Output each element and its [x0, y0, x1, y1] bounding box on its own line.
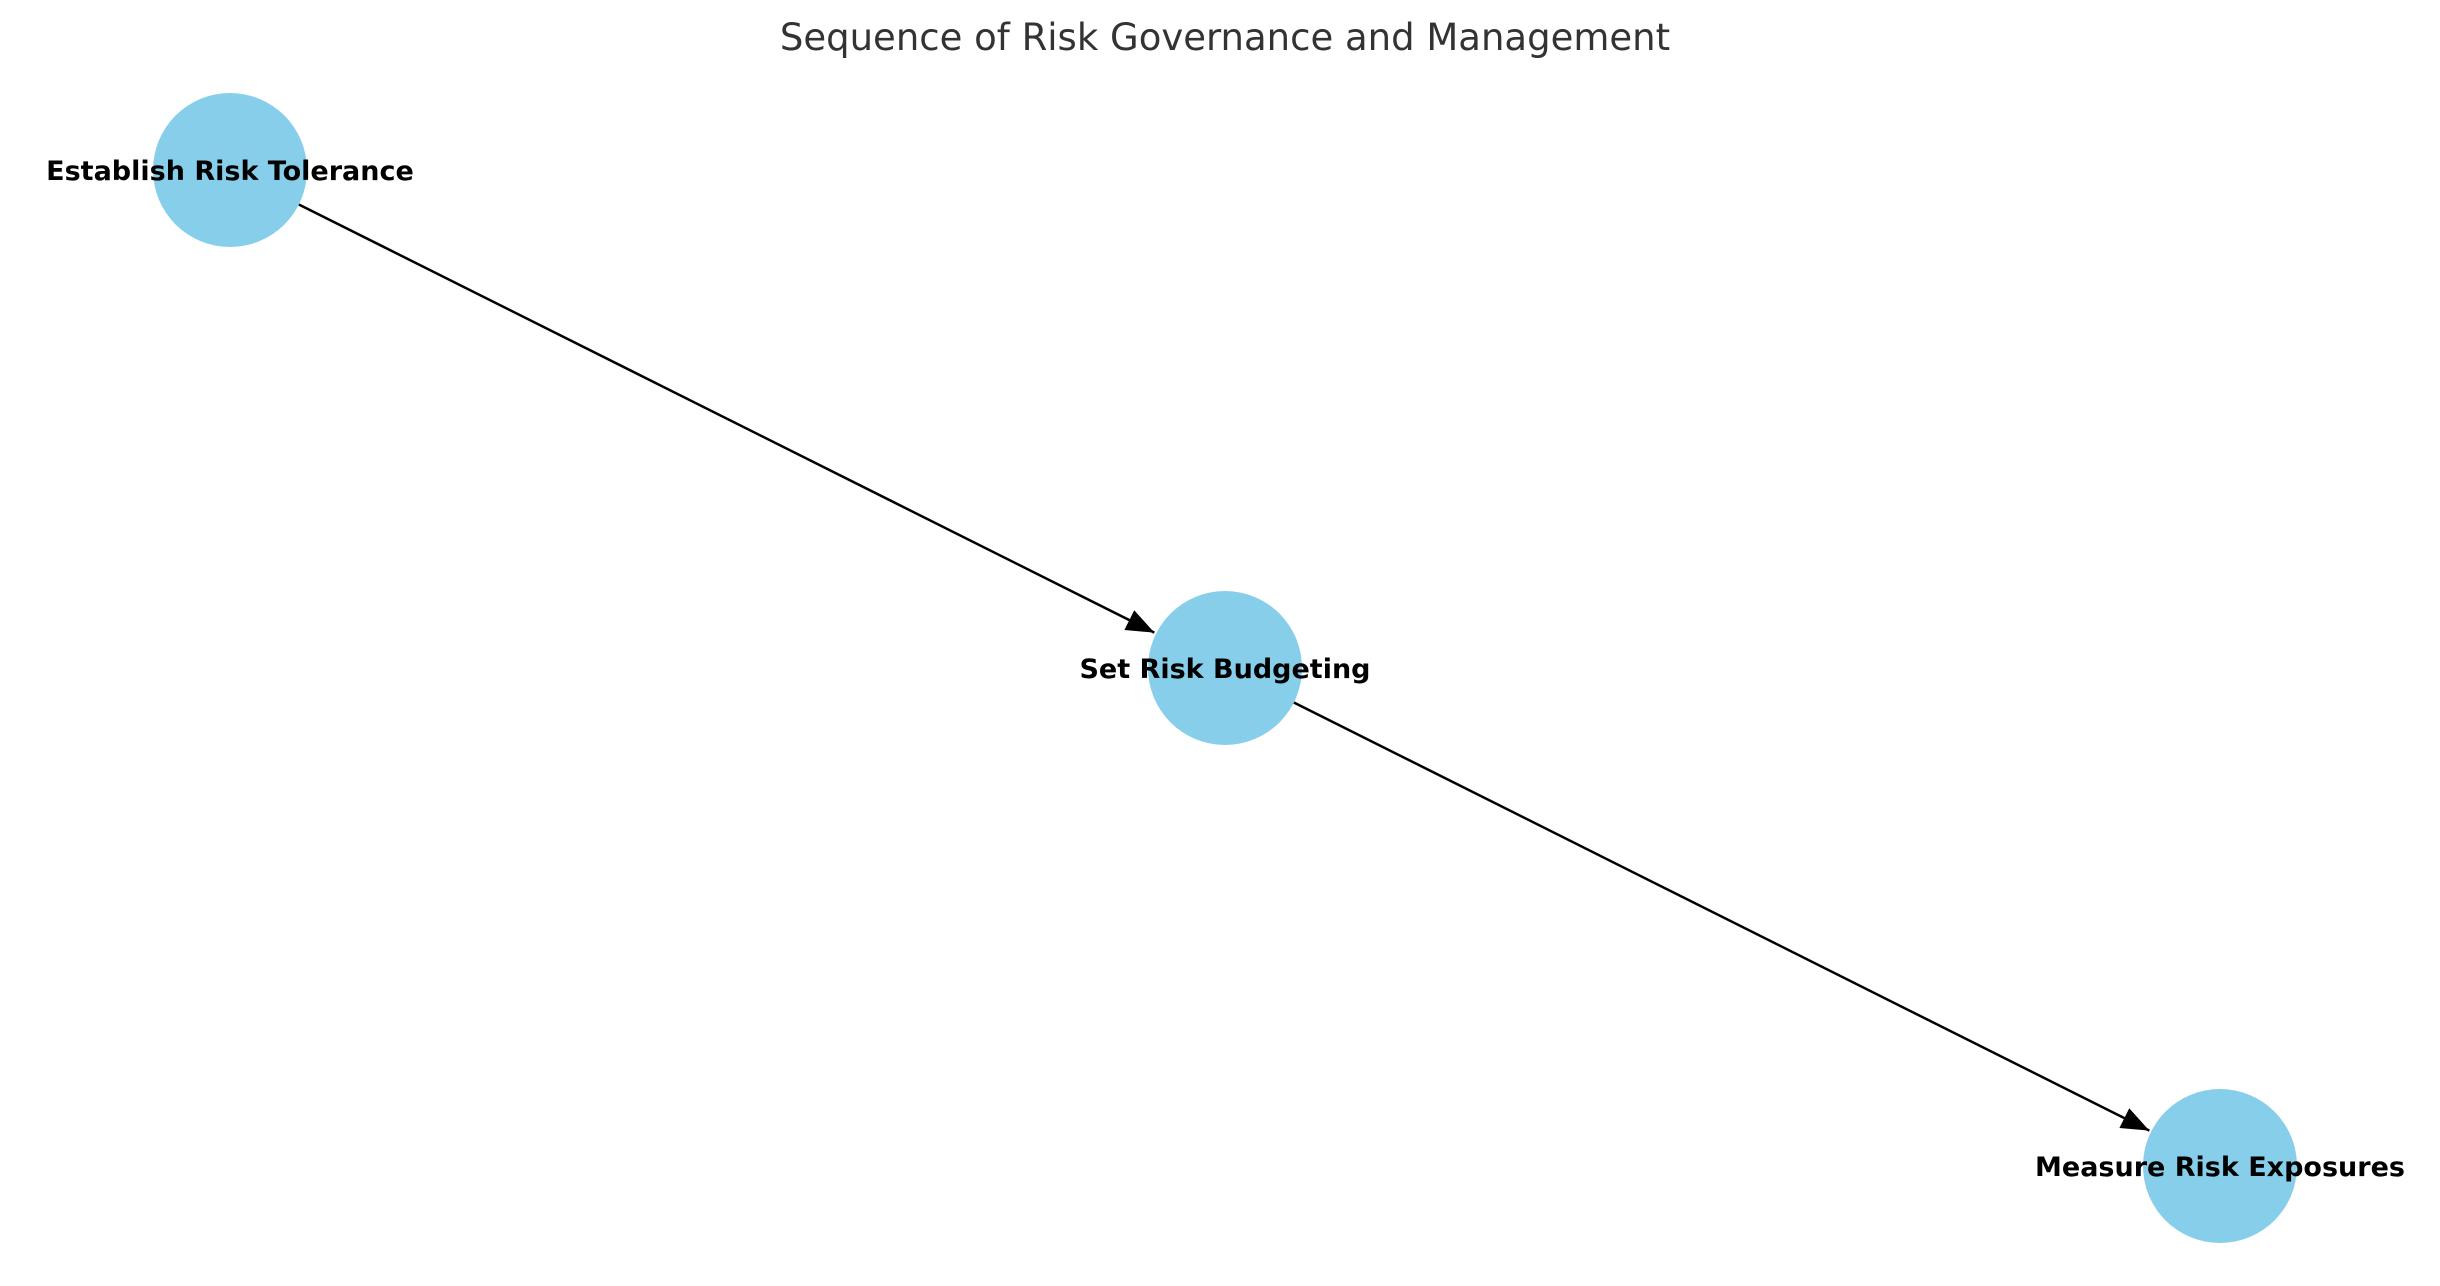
- node-label-measure-risk-exposures: Measure Risk Exposures: [2035, 1152, 2405, 1183]
- edge-budgeting-to-exposures: [1293, 701, 2150, 1132]
- node-set-risk-budgeting: Set Risk Budgeting: [1079, 591, 1371, 745]
- node-measure-risk-exposures: Measure Risk Exposures: [2035, 1089, 2405, 1243]
- node-establish-risk-tolerance: Establish Risk Tolerance: [46, 93, 414, 247]
- node-label-set-risk-budgeting: Set Risk Budgeting: [1079, 654, 1370, 685]
- node-label-establish-risk-tolerance: Establish Risk Tolerance: [46, 156, 414, 187]
- diagram-title: Sequence of Risk Governance and Manageme…: [780, 16, 1670, 59]
- edge-tolerance-to-budgeting: [298, 203, 1155, 634]
